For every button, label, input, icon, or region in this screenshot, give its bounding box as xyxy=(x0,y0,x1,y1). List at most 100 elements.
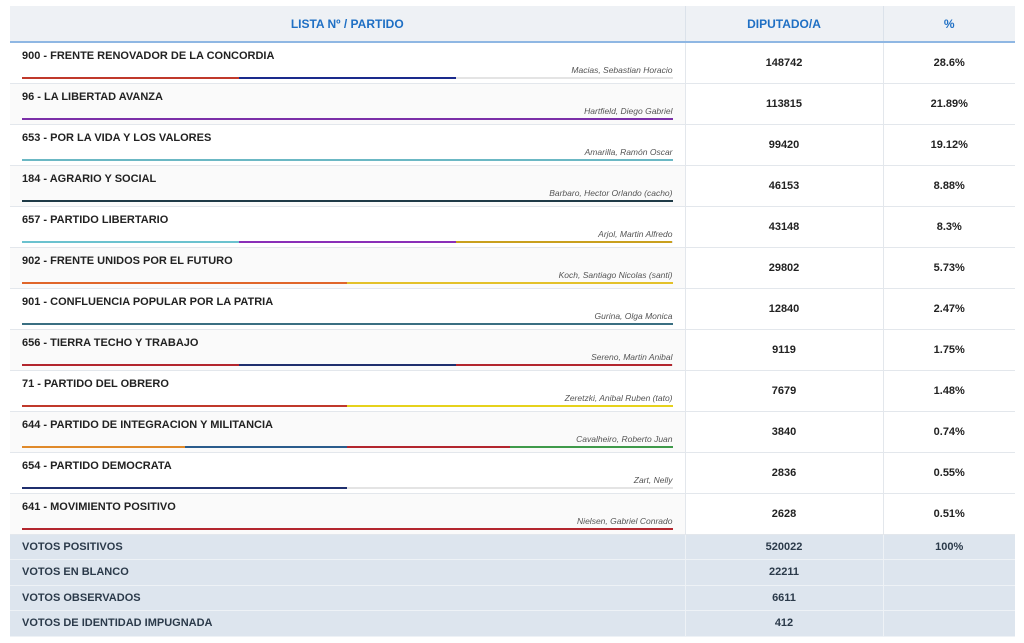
votes-cell: 9119 xyxy=(685,329,884,371)
color-bar-segment xyxy=(22,117,673,120)
party-name: 654 - PARTIDO DEMOCRATA xyxy=(22,459,172,472)
party-color-bar xyxy=(22,486,673,489)
party-color-bar xyxy=(22,158,673,161)
color-bar-segment xyxy=(347,487,672,489)
party-name: 644 - PARTIDO DE INTEGRACION Y MILITANCI… xyxy=(22,418,273,431)
party-name: 657 - PARTIDO LIBERTARIO xyxy=(22,213,169,226)
candidate-name: Macias, Sebastian Horacio xyxy=(571,65,673,75)
color-bar-segment xyxy=(22,527,673,530)
candidate-name: Nielsen, Gabriel Conrado xyxy=(577,515,673,526)
color-bar-segment xyxy=(22,76,239,79)
party-color-bar xyxy=(22,322,673,325)
table-row[interactable]: 96 - LA LIBERTAD AVANZA Hartfield, Diego … xyxy=(10,83,1015,125)
color-bar-segment xyxy=(347,445,510,448)
party-cell: 653 - POR LA VIDA Y LOS VALORES Amarilla,… xyxy=(10,124,686,166)
party-color-bar xyxy=(22,240,673,243)
color-bar-segment xyxy=(22,158,673,161)
totals-row: VOTOS DE IDENTIDAD IMPUGNADA 412 xyxy=(10,610,1015,637)
percent-cell: 0.51% xyxy=(883,493,1015,535)
candidate-name: Barbaro, Hector Orlando (cacho) xyxy=(549,187,673,198)
totals-percent xyxy=(883,585,1015,611)
color-bar-segment xyxy=(22,240,239,243)
results-table-container: LISTA Nº / PARTIDO DIPUTADO/A % 900 - FR… xyxy=(10,6,1015,637)
candidate-name: Amarilla, Ramón Oscar xyxy=(584,146,673,157)
party-cell: 901 - CONFLUENCIA POPULAR POR LA PATRIA G… xyxy=(10,288,686,330)
party-color-bar xyxy=(22,527,673,530)
color-bar-segment xyxy=(238,363,456,366)
header-percent[interactable]: % xyxy=(883,6,1015,43)
totals-row: VOTOS OBSERVADOS 6611 xyxy=(10,585,1015,611)
color-bar-segment xyxy=(22,322,673,325)
totals-label: VOTOS OBSERVADOS xyxy=(10,585,686,611)
percent-cell: 0.55% xyxy=(883,452,1015,494)
totals-label: VOTOS POSITIVOS xyxy=(10,534,686,560)
percent-cell: 1.75% xyxy=(883,329,1015,371)
party-color-bar xyxy=(22,363,673,366)
percent-cell: 8.88% xyxy=(883,165,1015,207)
party-name: 901 - CONFLUENCIA POPULAR POR LA PATRIA xyxy=(22,295,274,308)
totals-label: VOTOS DE IDENTIDAD IMPUGNADA xyxy=(10,610,686,637)
percent-cell: 5.73% xyxy=(883,247,1015,289)
totals-label: VOTOS EN BLANCO xyxy=(10,559,686,586)
totals-percent: 100% xyxy=(883,534,1015,560)
color-bar-segment xyxy=(455,240,673,243)
party-cell: 71 - PARTIDO DEL OBRERO Zeretzki, Anibal … xyxy=(10,370,686,412)
color-bar-segment xyxy=(456,77,673,79)
party-cell: 656 - TIERRA TECHO Y TRABAJO Sereno, Mart… xyxy=(10,329,686,371)
totals-votes: 520022 xyxy=(685,534,884,560)
party-cell: 96 - LA LIBERTAD AVANZA Hartfield, Diego … xyxy=(10,83,686,125)
totals-percent xyxy=(883,610,1015,637)
table-row[interactable]: 902 - FRENTE UNIDOS POR EL FUTURO Koch, S… xyxy=(10,247,1015,289)
party-cell: 902 - FRENTE UNIDOS POR EL FUTURO Koch, S… xyxy=(10,247,686,289)
color-bar-segment xyxy=(238,240,456,243)
header-party[interactable]: LISTA Nº / PARTIDO xyxy=(10,6,686,43)
table-row[interactable]: 900 - FRENTE RENOVADOR DE LA CONCORDIA Ma… xyxy=(10,42,1015,84)
color-bar-segment xyxy=(22,363,239,366)
totals-votes: 412 xyxy=(685,610,884,637)
party-name: 71 - PARTIDO DEL OBRERO xyxy=(22,377,169,390)
table-row[interactable]: 71 - PARTIDO DEL OBRERO Zeretzki, Anibal … xyxy=(10,370,1015,412)
party-name: 656 - TIERRA TECHO Y TRABAJO xyxy=(22,336,199,349)
table-row[interactable]: 641 - MOVIMIENTO POSITIVO Nielsen, Gabrie… xyxy=(10,493,1015,535)
percent-cell: 19.12% xyxy=(883,124,1015,166)
table-header-row: LISTA Nº / PARTIDO DIPUTADO/A % xyxy=(10,6,1015,43)
party-cell: 641 - MOVIMIENTO POSITIVO Nielsen, Gabrie… xyxy=(10,493,686,535)
votes-cell: 148742 xyxy=(685,42,884,84)
party-color-bar xyxy=(22,281,673,284)
percent-cell: 21.89% xyxy=(883,83,1015,125)
votes-cell: 113815 xyxy=(685,83,884,125)
table-row[interactable]: 644 - PARTIDO DE INTEGRACION Y MILITANCI… xyxy=(10,411,1015,453)
candidate-name: Sereno, Martin Anibal xyxy=(591,351,673,362)
votes-cell: 99420 xyxy=(685,124,884,166)
color-bar-segment xyxy=(22,404,348,407)
totals-row: VOTOS EN BLANCO 22211 xyxy=(10,559,1015,586)
color-bar-segment xyxy=(22,281,348,284)
table-row[interactable]: 656 - TIERRA TECHO Y TRABAJO Sereno, Mart… xyxy=(10,329,1015,371)
party-name: 900 - FRENTE RENOVADOR DE LA CONCORDIA xyxy=(22,50,275,62)
candidate-name: Cavalheiro, Roberto Juan xyxy=(576,433,673,444)
header-votes[interactable]: DIPUTADO/A xyxy=(685,6,884,43)
votes-cell: 46153 xyxy=(685,165,884,207)
color-bar-segment xyxy=(347,281,673,284)
table-row[interactable]: 901 - CONFLUENCIA POPULAR POR LA PATRIA G… xyxy=(10,288,1015,330)
candidate-name: Arjol, Martin Alfredo xyxy=(598,228,673,239)
color-bar-segment xyxy=(22,199,673,202)
party-color-bar xyxy=(22,199,673,202)
totals-row: VOTOS POSITIVOS 520022 100% xyxy=(10,534,1015,560)
table-row[interactable]: 657 - PARTIDO LIBERTARIO Arjol, Martin Al… xyxy=(10,206,1015,248)
party-color-bar xyxy=(22,117,673,120)
totals-percent xyxy=(883,559,1015,586)
party-color-bar xyxy=(22,404,673,407)
candidate-name: Hartfield, Diego Gabriel xyxy=(584,105,673,116)
percent-cell: 8.3% xyxy=(883,206,1015,248)
table-row[interactable]: 654 - PARTIDO DEMOCRATA Zart, Nelly 2836 0.… xyxy=(10,452,1015,494)
party-cell: 184 - AGRARIO Y SOCIAL Barbaro, Hector Or… xyxy=(10,165,686,207)
candidate-name: Gurina, Olga Monica xyxy=(594,310,673,321)
table-row[interactable]: 184 - AGRARIO Y SOCIAL Barbaro, Hector Or… xyxy=(10,165,1015,207)
party-name: 653 - POR LA VIDA Y LOS VALORES xyxy=(22,131,212,144)
color-bar-segment xyxy=(509,445,673,448)
color-bar-segment xyxy=(347,404,673,407)
percent-cell: 28.6% xyxy=(883,42,1015,84)
votes-cell: 7679 xyxy=(685,370,884,412)
table-row[interactable]: 653 - POR LA VIDA Y LOS VALORES Amarilla,… xyxy=(10,124,1015,166)
